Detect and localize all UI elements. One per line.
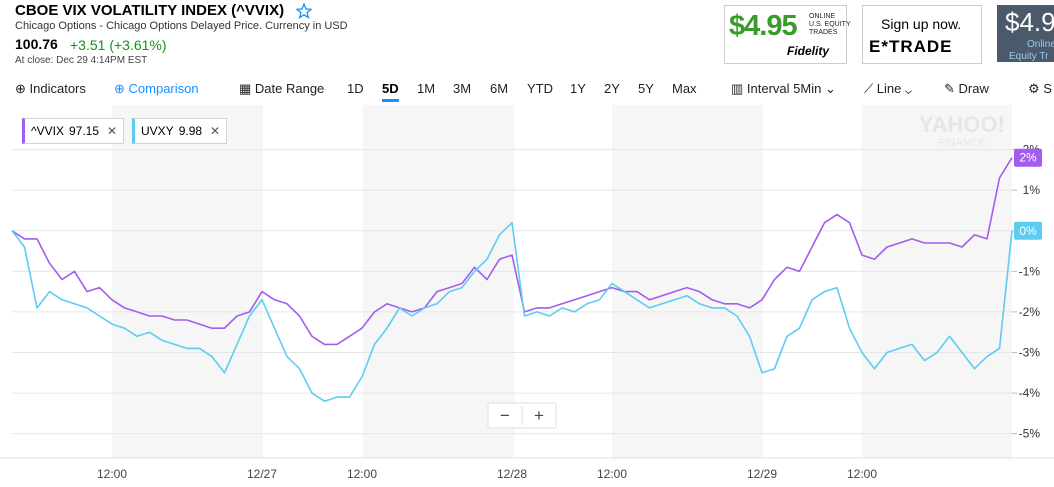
range-button[interactable]: 3M <box>453 81 472 96</box>
draw-label: Draw <box>958 81 989 96</box>
interval-value: 5Min <box>793 81 822 96</box>
end-tag <box>1014 148 1042 167</box>
end-tag-label: 2% <box>1019 151 1037 165</box>
ad-price: $4.95 <box>729 10 798 42</box>
x-tick-label: 12/28 <box>497 467 527 481</box>
date-range-button[interactable]: ▦ Date Range <box>239 81 325 96</box>
legend-chip[interactable]: UVXY 9.98 ✕ <box>132 118 228 144</box>
zoom-in[interactable]: + <box>534 406 544 425</box>
watchlist-star[interactable] <box>296 3 312 19</box>
y-tick-label: -4% <box>1019 386 1041 400</box>
chart-style-label: Line <box>876 81 902 96</box>
interval-label: Interval <box>746 81 790 96</box>
comparison-label: Comparison <box>128 81 199 96</box>
legend-close[interactable]: ✕ <box>210 124 221 138</box>
series-line <box>11 157 1013 346</box>
range-button[interactable]: 5Y <box>638 81 654 96</box>
range-button[interactable]: 5D <box>382 81 399 102</box>
ad-line: U.S. EQUITY <box>809 21 851 28</box>
legend-value: 9.98 <box>178 124 203 138</box>
x-tick-label: 12:00 <box>847 467 877 481</box>
settings-button[interactable]: ⚙ S <box>1028 81 1052 96</box>
legend-name: UVXY <box>141 124 174 138</box>
ad-cta: Sign up now. <box>881 16 962 32</box>
ad-third[interactable]: $4.9 Online Equity Tr <box>997 5 1054 62</box>
settings-label: S <box>1043 81 1052 96</box>
date-range-label: Date Range <box>254 81 325 96</box>
range-button[interactable]: Max <box>672 81 697 96</box>
ad-line: Equity Tr <box>1009 51 1049 62</box>
day-band <box>112 105 263 458</box>
y-tick-label: -1% <box>1019 264 1041 278</box>
close-time: At close: Dec 29 4:14PM EST <box>15 55 148 66</box>
ad-line: ONLINE <box>809 13 836 20</box>
day-band <box>363 105 514 458</box>
legend-name: ^VVIX <box>31 124 64 138</box>
ad-price: $4.9 <box>1005 7 1054 37</box>
price: 100.76 <box>15 36 58 52</box>
watermark: YAHOO! <box>919 112 1005 137</box>
legend-chip[interactable]: ^VVIX 97.15 ✕ <box>22 118 125 144</box>
legend-value: 97.15 <box>68 124 100 138</box>
ad-line: Online <box>1027 39 1054 50</box>
indicators-button[interactable]: ⊕ Indicators <box>15 81 86 96</box>
y-tick-label: -3% <box>1019 346 1041 360</box>
range-button[interactable]: 1M <box>417 81 436 96</box>
day-band <box>612 105 763 458</box>
zoom-out[interactable]: − <box>500 406 510 425</box>
y-tick-label: 1% <box>1023 183 1041 197</box>
range-button[interactable]: 2Y <box>604 81 620 96</box>
comparison-button[interactable]: ⊕ Comparison <box>114 81 199 96</box>
draw-button[interactable]: ✎ Draw <box>944 81 989 96</box>
day-band <box>862 105 1012 458</box>
price-change: +3.51 (+3.61%) <box>70 37 167 53</box>
plot: 2% 1% 0% -1% -2% -3% -4% -5% 12:00 12/27 12:00 12/2… <box>11 143 1042 481</box>
legend-close[interactable]: ✕ <box>107 124 118 138</box>
range-button[interactable]: YTD <box>527 81 553 96</box>
x-tick-label: 12/29 <box>747 467 777 481</box>
subtitle: Chicago Options - Chicago Options Delaye… <box>15 20 348 32</box>
x-tick-label: 12:00 <box>97 467 127 481</box>
ad-fidelity[interactable]: $4.95 ONLINE U.S. EQUITY TRADES Fidelity <box>724 5 851 64</box>
chart-style-button[interactable]: ⟋ Line ⌄ <box>864 81 912 96</box>
series-line <box>11 221 1013 402</box>
interval-button[interactable]: ▥ Interval 5Min ⌄ <box>731 81 836 96</box>
watermark: FINANCE <box>938 137 986 149</box>
range-button[interactable]: 6M <box>490 81 509 96</box>
ad-brand: Fidelity <box>787 44 830 58</box>
y-tick-label: -5% <box>1019 427 1041 441</box>
x-tick-label: 12:00 <box>597 467 627 481</box>
ad-line: TRADES <box>809 29 838 36</box>
y-tick-label: -2% <box>1019 305 1041 319</box>
end-tag <box>1014 221 1042 240</box>
range-button[interactable]: 1Y <box>570 81 586 96</box>
range-button[interactable]: 1D <box>347 81 364 96</box>
end-tag-label: 0% <box>1019 224 1037 238</box>
indicators-label: Indicators <box>29 81 86 96</box>
x-tick-label: 12:00 <box>347 467 377 481</box>
ad-text: ONLINE U.S. EQUITY TRADES <box>809 13 851 37</box>
title: CBOE VIX VOLATILITY INDEX (^VVIX) <box>15 2 285 19</box>
ad-etrade[interactable]: Sign up now. E*TRADE <box>862 5 982 64</box>
ad-brand: E*TRADE <box>869 37 953 56</box>
x-tick-label: 12/27 <box>247 467 277 481</box>
